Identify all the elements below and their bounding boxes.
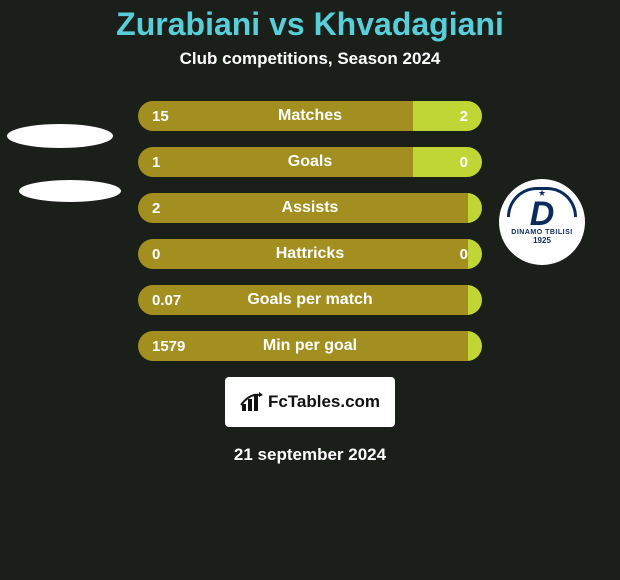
stat-row: 0.07Goals per match (138, 285, 482, 315)
stat-right-value (468, 193, 482, 223)
stat-row: 152Matches (138, 101, 482, 131)
badge-arc-icon (507, 187, 577, 217)
stat-left-value: 15 (138, 101, 413, 131)
logo-text: FcTables.com (268, 392, 380, 412)
stat-right-value (468, 331, 482, 361)
decor-ellipse-left-1 (7, 124, 113, 148)
stat-left-value: 0.07 (138, 285, 468, 315)
stat-left-value: 2 (138, 193, 468, 223)
stat-right-value (468, 285, 482, 315)
stat-row: 2Assists (138, 193, 482, 223)
team-badge-dinamo: ★ D DINAMO TBILISI 1925 (499, 179, 585, 265)
comparison-chart: 152Matches 10Goals 2Assists 00Hattricks 0.07… (138, 101, 482, 361)
stat-left-value: 1 (138, 147, 413, 177)
stat-row: 1579Min per goal (138, 331, 482, 361)
fctables-logo: FcTables.com (225, 377, 395, 427)
stat-right-value: 0 (468, 239, 482, 269)
page-title: Zurabiani vs Khvadagiani (0, 0, 620, 43)
stat-right-value: 0 (413, 147, 482, 177)
stat-left-value: 1579 (138, 331, 468, 361)
decor-ellipse-left-2 (19, 180, 121, 202)
badge-team-name: DINAMO TBILISI (511, 229, 572, 236)
stat-left-value: 0 (138, 239, 468, 269)
date-label: 21 september 2024 (0, 445, 620, 465)
stat-row: 00Hattricks (138, 239, 482, 269)
badge-year: 1925 (533, 236, 551, 245)
subtitle: Club competitions, Season 2024 (0, 49, 620, 69)
stat-row: 10Goals (138, 147, 482, 177)
stat-right-value: 2 (413, 101, 482, 131)
logo-bars-icon (240, 391, 264, 413)
